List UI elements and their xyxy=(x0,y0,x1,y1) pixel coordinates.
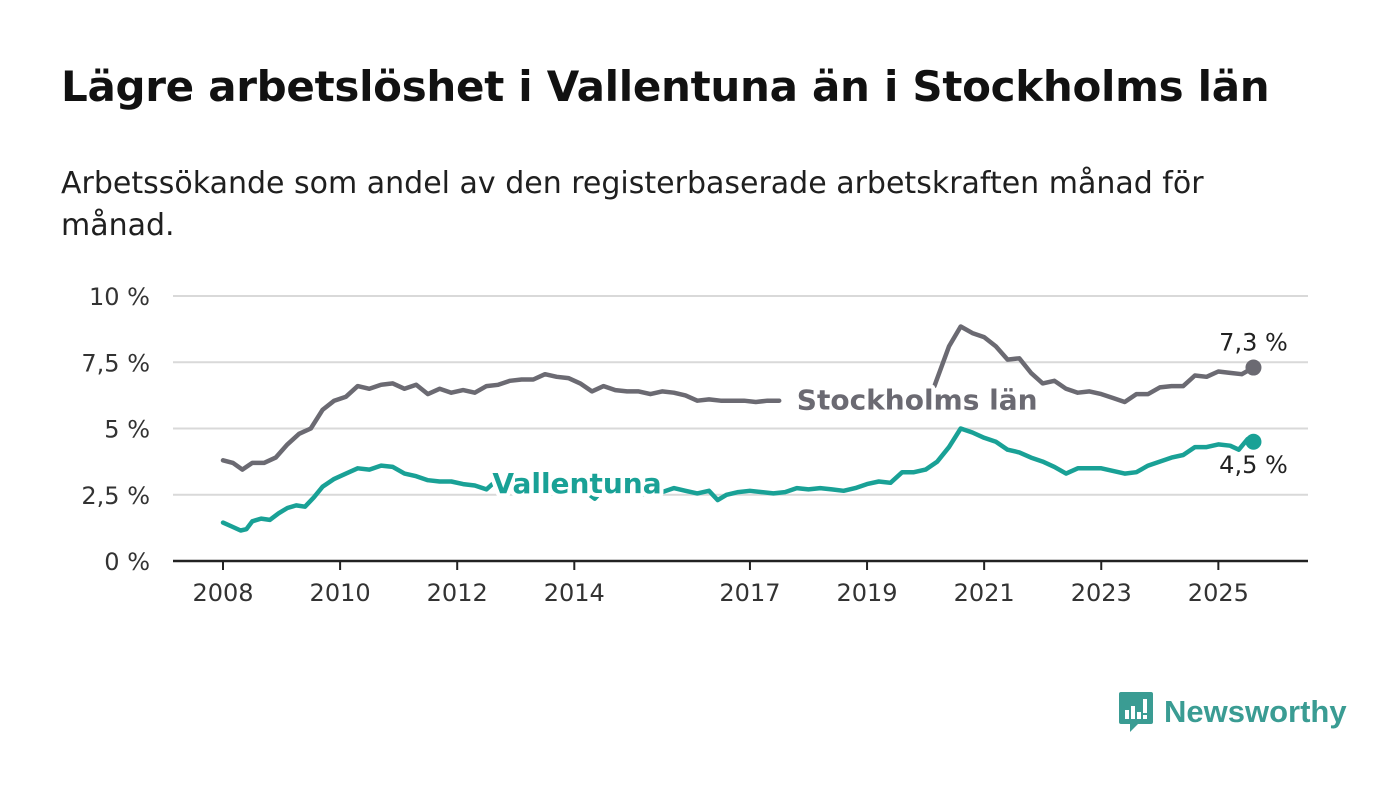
series-line xyxy=(932,324,1256,405)
y-tick-label: 7,5 % xyxy=(81,349,150,377)
x-tick-label: 2021 xyxy=(954,579,1015,607)
x-tick-label: 2014 xyxy=(544,579,605,607)
series-line xyxy=(636,426,1256,503)
x-tick-label: 2019 xyxy=(837,579,898,607)
y-tick-label: 0 % xyxy=(104,548,150,576)
series-lines xyxy=(220,324,1262,533)
y-tick-label: 5 % xyxy=(104,416,150,444)
series-label-halo: Stockholms län xyxy=(797,384,1038,417)
end-point-marker xyxy=(1245,433,1262,450)
series-line xyxy=(220,371,782,472)
x-tick-label: 2008 xyxy=(192,579,253,607)
x-axis: 2008 2010 2012 2014 2017 2019 2021 2023 2025 xyxy=(173,559,1308,607)
series-line xyxy=(583,489,603,501)
y-tick-label: 10 % xyxy=(89,283,150,311)
bar-chart-speech-bubble-icon xyxy=(1119,692,1153,732)
end-value-label: 7,3 % xyxy=(1219,329,1288,357)
grid-lines xyxy=(173,295,1308,496)
end-value-label: 4,5 % xyxy=(1219,451,1288,479)
page-subtitle: Arbetssökande som andel av den registerb… xyxy=(61,166,1204,243)
x-tick-label: 2023 xyxy=(1071,579,1132,607)
x-tick-label: 2017 xyxy=(719,579,780,607)
series-label: Vallentuna xyxy=(492,467,661,500)
series-label: Stockholms län xyxy=(797,384,1038,417)
series-line xyxy=(220,463,495,533)
series-line xyxy=(615,488,630,495)
series-label-halo: Vallentuna xyxy=(492,467,661,500)
end-point-marker xyxy=(1245,359,1262,376)
brand-name: Newsworthy xyxy=(1164,694,1347,729)
y-axis: 0 % 2,5 % 5 % 7,5 % 10 % xyxy=(81,283,150,576)
x-tick-label: 2025 xyxy=(1188,579,1249,607)
x-tick-label: 2012 xyxy=(427,579,488,607)
x-tick-label: 2010 xyxy=(310,579,371,607)
brand-logo: Newsworthy xyxy=(1118,690,1347,734)
y-tick-label: 2,5 % xyxy=(81,482,150,510)
page-title: Lägre arbetslöshet i Vallentuna än i Sto… xyxy=(61,62,1270,111)
